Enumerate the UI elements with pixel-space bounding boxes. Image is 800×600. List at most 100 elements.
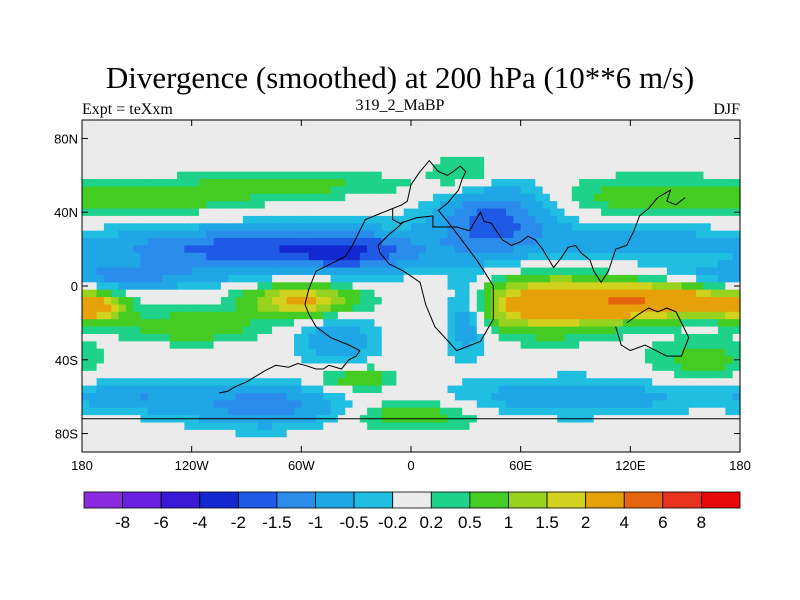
field-cell bbox=[381, 142, 390, 151]
field-cell bbox=[330, 341, 339, 350]
field-cell bbox=[345, 437, 354, 446]
field-cell bbox=[381, 297, 390, 306]
field-cell bbox=[432, 400, 441, 409]
field-cell bbox=[630, 400, 639, 409]
field-cell bbox=[513, 444, 522, 453]
field-cell bbox=[279, 400, 288, 409]
field-cell bbox=[608, 378, 617, 387]
field-cell bbox=[557, 319, 566, 328]
field-cell bbox=[155, 363, 164, 372]
field-cell bbox=[520, 134, 529, 143]
field-cell bbox=[454, 134, 463, 143]
field-cell bbox=[725, 392, 734, 401]
field-cell bbox=[279, 392, 288, 401]
field-cell bbox=[191, 429, 200, 438]
field-cell bbox=[177, 156, 185, 165]
field-cell bbox=[593, 304, 602, 313]
field-cell bbox=[198, 223, 207, 232]
field-cell bbox=[447, 437, 456, 446]
field-cell bbox=[352, 326, 361, 335]
field-cell bbox=[681, 260, 690, 269]
field-cell bbox=[118, 407, 127, 416]
field-cell bbox=[213, 422, 222, 431]
field-cell bbox=[257, 311, 266, 320]
field-cell bbox=[418, 215, 427, 224]
field-cell bbox=[147, 179, 156, 187]
field-cell bbox=[506, 201, 514, 210]
field-cell bbox=[367, 444, 376, 453]
field-cell bbox=[396, 193, 405, 202]
field-cell bbox=[264, 311, 273, 320]
field-cell bbox=[725, 252, 734, 261]
field-cell bbox=[381, 252, 390, 261]
field-cell bbox=[206, 149, 215, 158]
field-cell bbox=[103, 149, 112, 158]
field-cell bbox=[359, 142, 368, 151]
field-cell bbox=[710, 437, 719, 446]
field-cell bbox=[228, 252, 237, 261]
field-cell bbox=[630, 385, 639, 394]
field-cell bbox=[425, 348, 434, 357]
field-cell bbox=[242, 437, 251, 446]
field-cell bbox=[586, 164, 595, 173]
field-cell bbox=[506, 407, 514, 416]
field-cell bbox=[586, 171, 595, 180]
field-cell bbox=[659, 282, 668, 291]
field-cell bbox=[396, 171, 405, 180]
field-cell bbox=[681, 127, 690, 136]
field-cell bbox=[279, 274, 288, 283]
field-cell bbox=[725, 230, 734, 239]
field-cell bbox=[718, 267, 726, 276]
field-cell bbox=[549, 304, 558, 313]
field-cell bbox=[286, 400, 295, 409]
field-cell bbox=[542, 444, 551, 453]
field-cell bbox=[140, 363, 149, 372]
coastline bbox=[615, 307, 690, 357]
field-cell bbox=[133, 245, 142, 254]
field-cell bbox=[681, 304, 690, 313]
field-cell bbox=[352, 223, 361, 232]
field-cell bbox=[549, 282, 558, 291]
field-cell bbox=[396, 385, 405, 394]
field-cell bbox=[732, 215, 741, 224]
field-cell bbox=[593, 422, 602, 431]
field-cell bbox=[630, 120, 639, 128]
field-cell bbox=[89, 282, 98, 291]
field-cell bbox=[425, 311, 434, 320]
field-cell bbox=[411, 223, 419, 232]
field-cell bbox=[637, 245, 646, 254]
field-cell bbox=[374, 149, 383, 158]
field-cell bbox=[220, 385, 229, 394]
field-cell bbox=[308, 333, 317, 342]
field-cell bbox=[330, 156, 339, 165]
field-cell bbox=[696, 429, 705, 438]
field-cell bbox=[125, 179, 134, 187]
field-cell bbox=[381, 201, 390, 210]
field-cell bbox=[345, 252, 354, 261]
field-cell bbox=[118, 311, 127, 320]
field-cell bbox=[389, 120, 397, 128]
field-cell bbox=[718, 311, 726, 320]
field-cell bbox=[630, 230, 639, 239]
field-cell bbox=[571, 407, 580, 416]
field-cell bbox=[337, 363, 346, 372]
field-cell bbox=[315, 363, 324, 372]
field-cell bbox=[484, 186, 493, 195]
field-cell bbox=[162, 289, 171, 298]
field-cell bbox=[630, 311, 639, 320]
field-cell bbox=[484, 348, 493, 357]
field-cell bbox=[374, 311, 383, 320]
field-cell bbox=[615, 356, 624, 365]
field-cell bbox=[264, 267, 273, 276]
field-cell bbox=[542, 378, 551, 387]
field-cell bbox=[264, 333, 273, 342]
field-cell bbox=[264, 400, 273, 409]
field-cell bbox=[396, 179, 405, 187]
field-cell bbox=[462, 260, 471, 269]
field-cell bbox=[381, 326, 390, 335]
field-cell bbox=[732, 437, 741, 446]
field-cell bbox=[615, 437, 624, 446]
field-cell bbox=[586, 422, 595, 431]
field-cell bbox=[242, 201, 251, 210]
field-cell bbox=[250, 164, 259, 173]
